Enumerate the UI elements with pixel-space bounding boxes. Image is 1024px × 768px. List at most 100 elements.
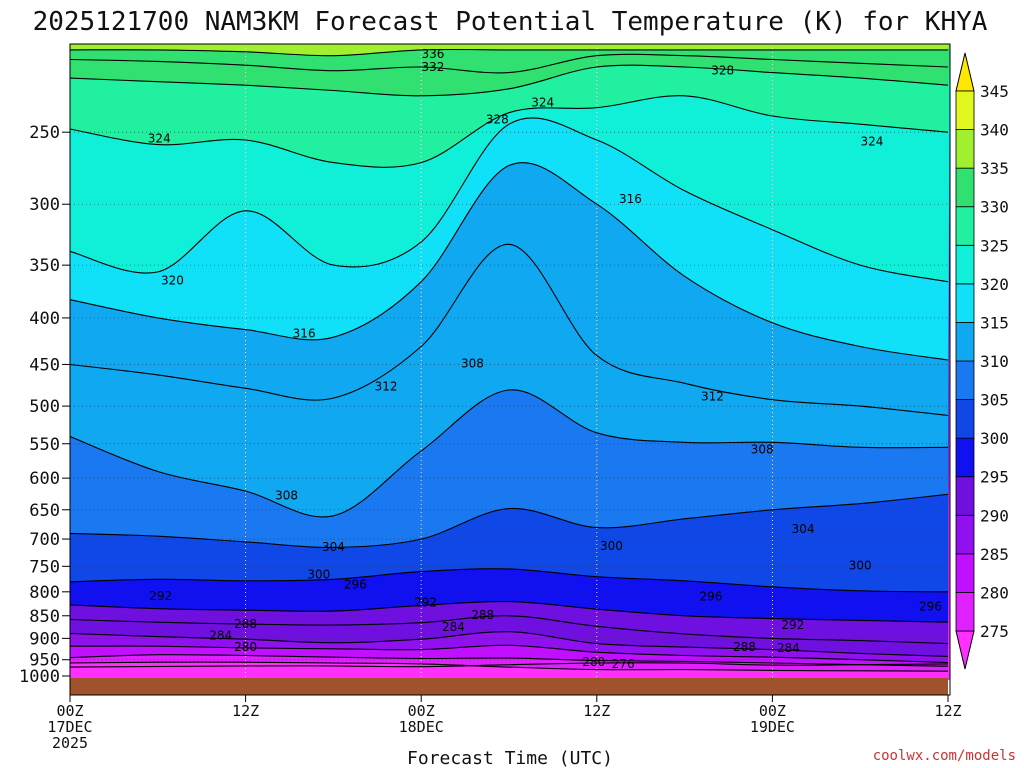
chart-title: 2025121700 NAM3KM Forecast Potential Tem… [33, 7, 988, 37]
contour-label-8: 320 [161, 274, 184, 288]
contour-292 [70, 615, 949, 645]
colorbar-band-275 [955, 592, 975, 632]
x-tick-label-0-1: 17DEC [47, 718, 92, 736]
x-tick-label-12-0: 12Z [232, 702, 259, 720]
colorbar-band-320 [955, 244, 975, 285]
contour-label-28: 284 [442, 620, 465, 634]
colorbar-label-305: 305 [980, 391, 1009, 410]
colorbar-label-295: 295 [980, 468, 1009, 487]
contour-label-24: 296 [919, 599, 942, 613]
contour-label-32: 280 [234, 640, 257, 654]
contour-label-15: 304 [792, 522, 815, 536]
contour-label-12: 312 [701, 389, 724, 403]
colorbar-band-295 [955, 437, 975, 478]
colorbar-band-340 [955, 90, 975, 130]
contour-284 [70, 644, 949, 664]
colorbar-label-345: 345 [980, 82, 1009, 101]
contour-316 [70, 162, 949, 361]
contour-300 [70, 568, 949, 593]
colorbar-label-275: 275 [980, 622, 1009, 641]
colorbar-label-335: 335 [980, 159, 1009, 178]
y-tick-label-650: 650 [29, 501, 60, 521]
plot-frame [69, 43, 951, 696]
y-tick-label-700: 700 [29, 530, 60, 550]
colorbar-band-315 [955, 283, 975, 323]
colorbar-top-arrow [955, 52, 975, 92]
contour-label-14: 308 [275, 489, 298, 503]
colorbar-label-325: 325 [980, 236, 1009, 255]
contour-304 [70, 493, 949, 548]
contour-312 [70, 243, 949, 417]
x-tick-label-48-0: 00Z [759, 702, 786, 720]
colorbar-label-310: 310 [980, 352, 1009, 371]
y-tick-label-850: 850 [29, 607, 60, 627]
contour-328 [70, 64, 949, 97]
contour-lines [70, 48, 949, 672]
contour-324 [70, 95, 949, 168]
contour-272 [70, 662, 949, 668]
x-tick-label-0-2: 2025 [52, 734, 88, 752]
y-tick-label-500: 500 [29, 397, 60, 417]
contour-label-31: 284 [777, 641, 800, 655]
filled-contours [70, 44, 950, 680]
contour-label-9: 316 [293, 326, 316, 340]
ground-strip [70, 678, 948, 695]
colorbar-label-280: 280 [980, 583, 1009, 602]
x-tick-label-48-1: 19DEC [750, 718, 795, 736]
x-tick-label-24-1: 18DEC [399, 718, 444, 736]
contour-label-2: 328 [711, 64, 734, 78]
colorbar-label-320: 320 [980, 275, 1009, 294]
contour-label-25: 288 [471, 608, 494, 622]
y-tick-label-800: 800 [29, 583, 60, 603]
colorbar-band-305 [955, 360, 975, 400]
y-tick-label-950: 950 [29, 651, 60, 671]
y-tick-label-300: 300 [29, 195, 60, 215]
contour-label-5: 324 [148, 131, 171, 145]
contour-label-29: 284 [209, 628, 232, 642]
contour-label-33: 280 [582, 655, 605, 669]
contour-label-26: 288 [234, 617, 257, 631]
x-tick-label-24-0: 00Z [408, 702, 435, 720]
contour-label-19: 300 [307, 568, 330, 582]
contour-label-11: 312 [375, 380, 398, 394]
contour-label-34: 276 [612, 657, 635, 671]
contour-label-4: 328 [486, 112, 509, 126]
y-tick-label-450: 450 [29, 355, 60, 375]
colorbar-label-340: 340 [980, 121, 1009, 140]
colorbar-label-285: 285 [980, 545, 1009, 564]
contour-308 [70, 389, 949, 518]
contour-label-16: 304 [322, 540, 345, 554]
contour-276 [70, 661, 949, 672]
colorbar-band-285 [955, 514, 975, 555]
x-axis-label: Forecast Time (UTC) [407, 748, 613, 768]
colorbar-band-330 [955, 167, 975, 208]
contour-320 [70, 117, 949, 283]
x-tick-label-0-0: 00Z [56, 702, 83, 720]
colorbar-label-330: 330 [980, 198, 1009, 217]
x-tick-label-36-0: 12Z [583, 702, 610, 720]
contour-label-27: 292 [781, 618, 804, 632]
colorbar-label-315: 315 [980, 313, 1009, 332]
contour-332 [70, 53, 949, 74]
colorbar-bottom-arrow [955, 630, 975, 670]
y-tick-label-250: 250 [29, 123, 60, 143]
contour-label-21: 292 [149, 589, 172, 603]
contour-280 [70, 654, 949, 667]
colorbar-label-300: 300 [980, 429, 1009, 448]
y-axis: 2503003504004505005506006507007508008509… [19, 123, 70, 687]
contour-336 [70, 48, 948, 57]
colorbar-band-310 [955, 322, 975, 362]
contour-label-3: 324 [531, 96, 554, 110]
contour-label-6: 324 [860, 135, 883, 149]
y-tick-label-550: 550 [29, 435, 60, 455]
y-tick-label-900: 900 [29, 629, 60, 649]
contour-label-20: 296 [344, 577, 367, 591]
colorbar-band-290 [955, 476, 975, 516]
y-tick-label-600: 600 [29, 469, 60, 489]
contour-label-17: 300 [600, 539, 623, 553]
contour-label-18: 300 [849, 558, 872, 572]
colorbar-band-280 [955, 553, 975, 593]
